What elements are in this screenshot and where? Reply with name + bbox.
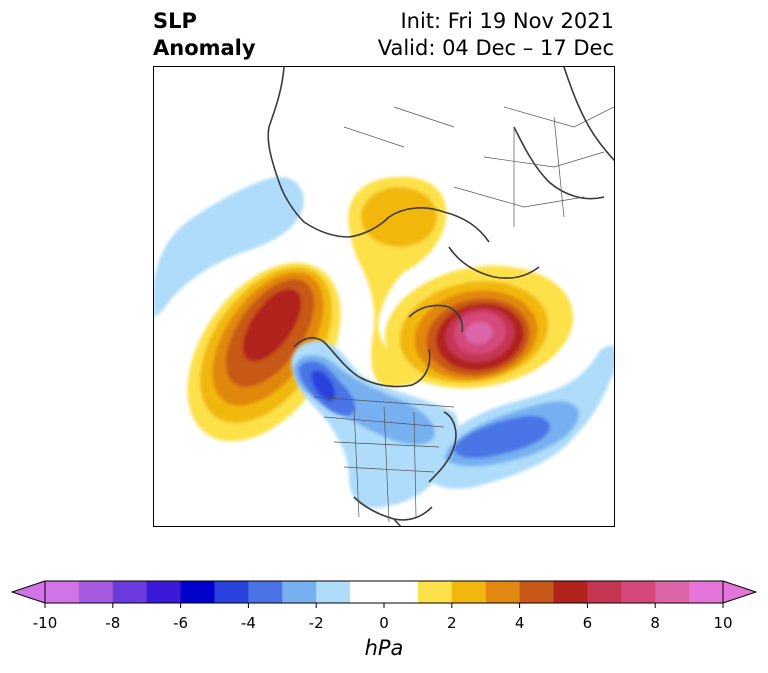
colorbar-segment [655,581,690,603]
colorbar-extend-high [723,581,756,603]
colorbar-segment [689,581,724,603]
slp-anomaly-map [153,66,615,527]
colorbar-segment [146,581,182,603]
colorbar-segment [316,581,351,603]
colorbar-tick-label: 6 [582,614,593,632]
colorbar-segment [214,581,249,603]
colorbar-tick-label: -6 [173,614,189,632]
title-line-anomaly: Anomaly [153,36,256,60]
colorbar-segment [553,581,588,603]
colorbar-segment [282,581,317,603]
valid-range: Valid: 04 Dec – 17 Dec [377,36,614,60]
colorbar-tick-label: 2 [447,614,457,632]
colorbar-segment [621,581,656,603]
colorbar-tick-label: -2 [308,614,324,632]
coastlines [267,67,614,526]
colorbar-tick-label: -4 [240,614,256,632]
country-borders [313,106,614,523]
colorbar-segment [78,581,114,603]
colorbar-extend-low [12,581,45,603]
colorbar-segment [451,581,487,603]
colorbar-tick-marks [44,603,724,608]
negative-anomaly-north-atlantic [424,345,614,489]
colorbar-segment [587,581,622,603]
colorbar-segment [180,581,215,603]
colorbar-segment [519,581,554,603]
init-date: Init: Fri 19 Nov 2021 [400,9,614,33]
colorbar-outline-high [722,580,758,604]
colorbar-segment [45,581,80,603]
colorbar-tick-label: 10 [713,614,733,632]
negative-anomaly-alaska-pacific [154,176,304,317]
colorbar-segments [45,581,724,603]
colorbar-segment [350,581,385,603]
positive-anomaly-siberia [348,176,454,387]
colorbar-tick-label: -8 [105,614,121,632]
colorbar-segment [112,581,148,603]
colorbar-segment [248,581,283,603]
map-title: SLP Anomaly [153,8,256,62]
colorbar-segment [485,581,521,603]
colorbar-segment [417,581,453,603]
positive-anomaly-north-atlantic-scandinavia [384,265,574,389]
negative-anomaly-western-canada [291,341,459,508]
forecast-dates: Init: Fri 19 Nov 2021 Valid: 04 Dec – 17… [378,8,614,62]
colorbar-tick-label: 8 [650,614,660,632]
colorbar-tick-label: -10 [32,614,58,632]
map-canvas [154,67,614,526]
colorbar-segment [384,581,419,603]
colorbar-outline-low [10,580,46,604]
title-line-slp: SLP [153,9,197,33]
positive-anomaly-north-pacific [187,262,341,442]
colorbar [10,580,758,608]
colorbar-tick-label: 0 [379,614,389,632]
colorbar-tick-label: 4 [514,614,525,632]
colorbar-unit-label: hPa [364,636,404,660]
